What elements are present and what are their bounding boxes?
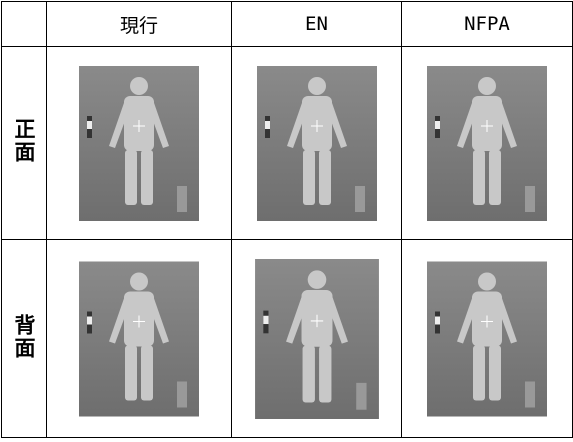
- column-header: EN: [231, 1, 402, 47]
- image-cell: [401, 46, 573, 240]
- row: 背面: [1, 239, 573, 438]
- row-header: 正面: [1, 46, 47, 240]
- thermal-image: [427, 259, 547, 419]
- row: 正面: [1, 46, 573, 240]
- row-label: 正面: [12, 118, 36, 164]
- header-row: 現行 EN NFPA: [1, 1, 573, 47]
- image-cell: [46, 46, 232, 240]
- thermal-image: [79, 259, 199, 419]
- thermal-image: [253, 66, 381, 221]
- corner-cell: [1, 1, 47, 47]
- thermal-image: [427, 66, 547, 221]
- column-header: 現行: [46, 1, 232, 47]
- row-header: 背面: [1, 239, 47, 438]
- thermal-image: [79, 66, 199, 221]
- image-cell: [401, 239, 573, 438]
- thermal-image: [253, 259, 381, 419]
- image-cell: [46, 239, 232, 438]
- column-header: NFPA: [401, 1, 573, 47]
- image-cell: [231, 239, 402, 438]
- row-label: 背面: [12, 313, 36, 360]
- image-cell: [231, 46, 402, 240]
